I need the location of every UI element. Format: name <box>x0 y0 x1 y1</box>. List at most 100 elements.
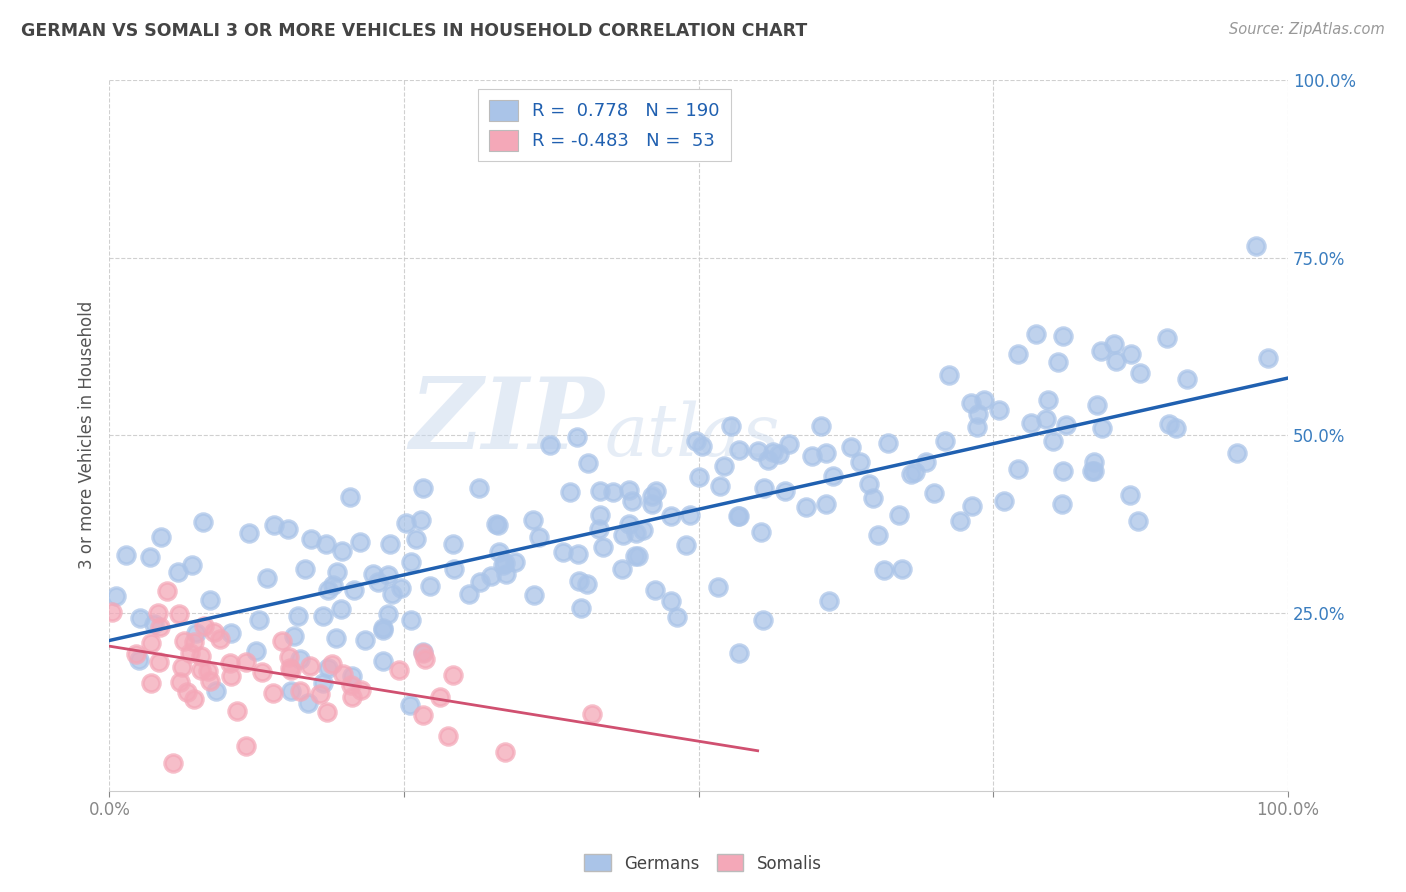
Point <box>1081 464 1104 478</box>
Point <box>752 482 775 496</box>
Point <box>659 508 682 523</box>
Point <box>610 562 633 576</box>
Point <box>205 683 228 698</box>
Point <box>612 527 634 541</box>
Point <box>342 690 364 705</box>
Point <box>221 668 243 682</box>
Point <box>915 455 938 469</box>
Point <box>1226 445 1249 459</box>
Point <box>457 587 479 601</box>
Point <box>1007 347 1029 361</box>
Point <box>315 706 337 720</box>
Point <box>576 456 599 470</box>
Point <box>1156 331 1178 345</box>
Point <box>312 608 335 623</box>
Point <box>778 437 800 451</box>
Point <box>316 661 339 675</box>
Point <box>1038 393 1060 408</box>
Point <box>503 555 526 569</box>
Point <box>877 435 900 450</box>
Point <box>1177 372 1199 386</box>
Point <box>441 537 464 551</box>
Point <box>238 525 260 540</box>
Point <box>179 646 201 660</box>
Point <box>299 659 322 673</box>
Point <box>262 686 284 700</box>
Point <box>633 524 655 538</box>
Point <box>692 439 714 453</box>
Point <box>1087 398 1109 412</box>
Point <box>173 633 195 648</box>
Point <box>437 729 460 743</box>
Point <box>993 494 1015 508</box>
Point <box>617 517 640 532</box>
Point <box>193 618 215 632</box>
Point <box>866 528 889 542</box>
Point <box>688 469 710 483</box>
Point <box>494 556 516 570</box>
Point <box>209 632 232 646</box>
Point <box>938 368 960 382</box>
Point <box>685 434 707 449</box>
Point <box>190 663 212 677</box>
Point <box>412 481 434 495</box>
Point <box>1050 498 1073 512</box>
Point <box>350 683 373 698</box>
Point <box>245 644 267 658</box>
Point <box>176 684 198 698</box>
Point <box>340 668 363 682</box>
Point <box>624 549 647 563</box>
Point <box>960 499 983 513</box>
Point <box>380 537 402 551</box>
Point <box>873 563 896 577</box>
Point <box>810 418 832 433</box>
Point <box>675 538 697 552</box>
Point <box>1164 420 1187 434</box>
Point <box>413 652 436 666</box>
Point <box>751 613 773 627</box>
Point <box>193 515 215 529</box>
Point <box>858 477 880 491</box>
Point <box>371 621 394 635</box>
Point <box>558 484 581 499</box>
Point <box>762 445 785 459</box>
Point <box>814 497 837 511</box>
Point <box>401 555 423 569</box>
Point <box>815 446 838 460</box>
Point <box>367 575 389 590</box>
Point <box>589 484 612 499</box>
Point <box>277 522 299 536</box>
Point <box>377 607 399 622</box>
Point <box>617 483 640 497</box>
Point <box>139 550 162 565</box>
Point <box>551 544 574 558</box>
Point <box>339 678 361 692</box>
Point <box>581 707 603 722</box>
Point <box>1052 464 1074 478</box>
Legend: R =  0.778   N = 190, R = -0.483   N =  53: R = 0.778 N = 190, R = -0.483 N = 53 <box>478 89 731 161</box>
Point <box>589 508 612 522</box>
Point <box>588 523 610 537</box>
Point <box>1007 462 1029 476</box>
Point <box>198 593 221 607</box>
Point <box>321 657 343 672</box>
Point <box>576 576 599 591</box>
Point <box>287 608 309 623</box>
Point <box>148 655 170 669</box>
Point <box>149 620 172 634</box>
Point <box>142 617 165 632</box>
Point <box>727 508 749 523</box>
Point <box>235 739 257 753</box>
Point <box>309 687 332 701</box>
Point <box>481 568 503 582</box>
Point <box>125 647 148 661</box>
Point <box>1035 412 1057 426</box>
Point <box>162 756 184 770</box>
Point <box>325 631 347 645</box>
Point <box>644 583 666 598</box>
Point <box>332 666 354 681</box>
Point <box>399 613 422 627</box>
Point <box>322 578 344 592</box>
Point <box>398 698 420 712</box>
Point <box>1025 326 1047 341</box>
